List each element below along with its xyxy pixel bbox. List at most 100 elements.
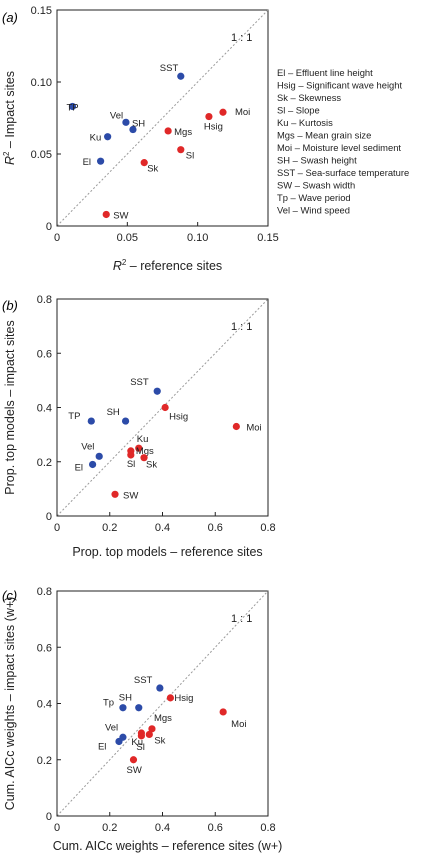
data-point-moi: [219, 708, 227, 716]
y-axis-label: R2 – Impact sites: [2, 71, 17, 165]
chart-panel-2: (b) 1 : 1 0 0.2 0.4 0.6 0.8 0 0.2 0.4 0.6 0.8 Prop. …: [2, 294, 276, 559]
point-label-hsig: Hsig: [174, 693, 193, 704]
data-point-tp: [68, 102, 77, 111]
y-tick-label: 0.4: [37, 699, 52, 711]
point-label-tp: TP: [66, 102, 78, 113]
legend-entry: Moi – Moisture level sediment: [277, 142, 401, 153]
legend-entry: Mgs – Mean grain size: [277, 130, 371, 141]
point-label-tp: TP: [68, 411, 80, 422]
point-label-vel: Vel: [81, 441, 94, 452]
point-label-hsig: Hsig: [204, 122, 223, 133]
x-tick-label: 0.05: [117, 232, 138, 244]
data-point-sst: [153, 387, 161, 395]
legend-entry: Hsig – Significant wave height: [277, 80, 402, 91]
point-label-sst: SST: [160, 63, 179, 74]
data-point-moi: [232, 422, 240, 431]
data-point-moi: [219, 108, 227, 116]
y-axis-label: Cum. AICc weights – impact sites (w+): [3, 597, 17, 811]
x-tick-label: 0.8: [260, 822, 275, 834]
y-tick-label: 0.2: [37, 457, 52, 469]
point-label-el: El: [98, 741, 106, 752]
data-point-vel: [95, 452, 103, 460]
data-point-sl: [127, 451, 135, 459]
data-point-sw: [111, 490, 119, 498]
data-point-sh: [135, 704, 143, 712]
data-point-hsig: [205, 112, 213, 121]
data-point-hsig: [161, 403, 169, 412]
data-point-ku: [104, 133, 112, 141]
data-point-sw: [129, 756, 138, 764]
y-tick-label: 0: [46, 511, 52, 523]
panel-letter: (a): [2, 10, 18, 25]
data-point-ku: [135, 444, 143, 452]
x-tick-label: 0.4: [155, 822, 170, 834]
y-tick-label: 0.05: [31, 149, 52, 161]
chart-panel-3: (c) 1 : 1 0 0.2 0.4 0.6 0.8 0 0.2 0.4 0.6 0.8 Cum. A…: [2, 586, 282, 853]
y-tick-label: 0: [46, 221, 52, 233]
x-tick-label: 0.2: [102, 822, 117, 834]
point-label-sh: SH: [107, 407, 120, 418]
data-point-sh: [129, 125, 137, 134]
y-tick-label: 0.4: [37, 403, 52, 415]
point-label-mgs: Mgs: [174, 127, 192, 138]
legend-entry: El – Effluent line height: [277, 67, 373, 78]
chart-panel-1: (a) 1 : 1 0 0.05 0.10 0.15 0 0.05 0.10 0.15 R2 – r…: [2, 5, 279, 273]
point-label-sk: Sk: [146, 460, 157, 471]
data-point-vel: [122, 118, 130, 126]
point-label-sw: SW: [113, 210, 128, 221]
x-tick-label: 0: [54, 522, 60, 534]
point-label-sst: SST: [130, 377, 149, 388]
point-label-moi: Moi: [231, 719, 246, 730]
data-point-sst: [177, 72, 185, 80]
point-label-sw: SW: [126, 765, 141, 776]
legend-entry: Tp – Wave period: [277, 192, 351, 203]
abbreviation-legend: El – Effluent line height Hsig – Signific…: [277, 67, 409, 216]
point-label-tp: Tp: [103, 698, 114, 709]
plot-frame: [56, 9, 269, 227]
panel-letter: (b): [2, 298, 18, 313]
point-label-moi: Moi: [235, 107, 250, 118]
point-label-vel: Vel: [105, 722, 118, 733]
data-point-sl: [177, 146, 185, 154]
y-axis-label: Prop. top models – impact sites: [3, 320, 17, 494]
data-point-sh: [121, 417, 130, 425]
point-label-mgs: Mgs: [136, 446, 154, 457]
one-to-one-line: [56, 590, 269, 817]
x-axis-label: R2 – reference sites: [113, 258, 222, 273]
panel-letter: (c): [2, 588, 17, 603]
legend-entry: Sl – Slope: [277, 105, 320, 116]
one-to-one-label: 1 : 1: [231, 613, 252, 625]
x-tick-label: 0.4: [155, 522, 170, 534]
one-to-one-line: [56, 298, 269, 517]
point-label-sl: Sl: [127, 459, 135, 470]
data-point-mgs: [164, 127, 172, 135]
data-point-sk: [140, 159, 148, 167]
point-label-el: El: [75, 462, 83, 473]
point-label-sst: SST: [134, 675, 153, 686]
legend-entry: Vel – Wind speed: [277, 205, 350, 216]
y-tick-label: 0.10: [31, 77, 52, 89]
x-axis-label: Prop. top models – reference sites: [72, 545, 262, 559]
point-label-sk: Sk: [154, 735, 165, 746]
data-point-el: [89, 460, 97, 469]
data-point-tp: [87, 417, 95, 425]
data-point-tp: [119, 704, 127, 712]
legend-entry: SH – Swash height: [277, 155, 357, 166]
legend-entry: SW – Swash width: [277, 180, 355, 191]
legend-entry: Ku – Kurtosis: [277, 117, 333, 128]
y-tick-label: 0.8: [37, 586, 52, 598]
point-label-sw: SW: [123, 490, 138, 501]
y-tick-label: 0.8: [37, 294, 52, 306]
legend-entry: SST – Sea-surface temperature: [277, 167, 409, 178]
point-label-sl: Sl: [186, 151, 194, 162]
x-tick-label: 0.6: [208, 522, 223, 534]
point-label-ku: Ku: [90, 133, 102, 144]
data-point-el: [97, 157, 105, 165]
point-label-sl: Sl: [136, 742, 144, 753]
point-label-ku: Ku: [131, 737, 143, 748]
data-point-sk: [140, 454, 148, 462]
y-tick-label: 0.6: [37, 642, 52, 654]
x-tick-label: 0.6: [208, 822, 223, 834]
legend-entry: Sk – Skewness: [277, 92, 341, 103]
